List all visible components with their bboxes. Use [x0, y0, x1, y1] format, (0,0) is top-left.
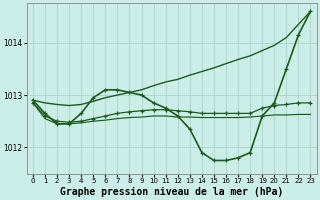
X-axis label: Graphe pression niveau de la mer (hPa): Graphe pression niveau de la mer (hPa)	[60, 186, 283, 197]
